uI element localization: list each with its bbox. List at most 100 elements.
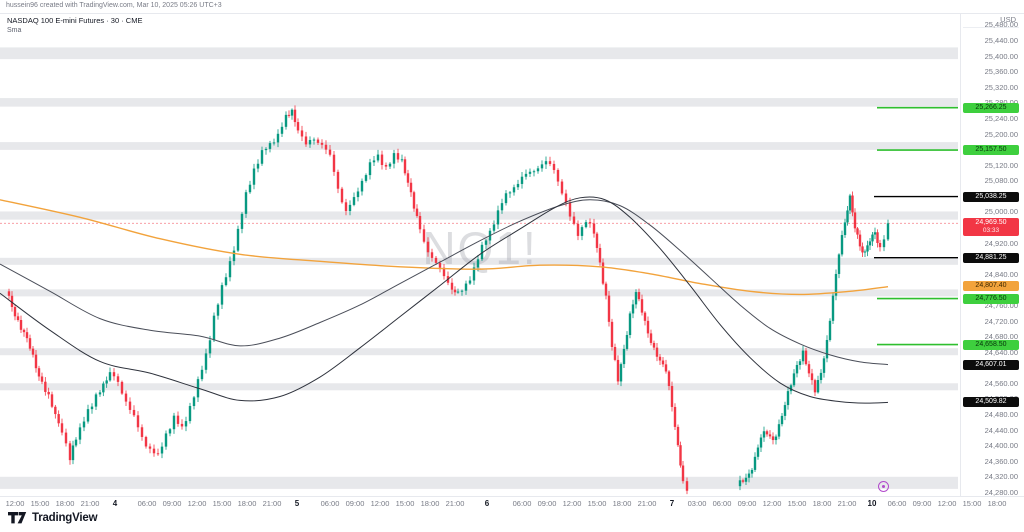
candle-up: [789, 385, 793, 392]
time-tick: 12:00: [5, 499, 25, 508]
candle-up: [795, 364, 799, 374]
candle-down: [576, 223, 580, 236]
zone-band[interactable]: [0, 289, 958, 297]
candle-down: [616, 359, 620, 382]
candle-down: [426, 241, 430, 253]
candle-up: [516, 183, 520, 188]
level-price-tag[interactable]: 24,776.50: [963, 293, 1019, 304]
candle-down: [304, 136, 308, 145]
candle-down: [47, 391, 50, 395]
candle-down: [328, 149, 332, 155]
tradingview-logo[interactable]: TradingView: [8, 512, 98, 524]
candle-down: [44, 381, 47, 392]
level-price-tag[interactable]: 24,658.50: [963, 339, 1019, 350]
candle-down: [858, 234, 862, 247]
ma-value-tag[interactable]: 24,807.40: [963, 281, 1019, 292]
candle-down: [595, 233, 599, 248]
time-tick: 18:00: [987, 499, 1007, 508]
chart-legend[interactable]: NASDAQ 100 E-mini Futures · 30 · CME Sma: [7, 16, 142, 35]
zone-band[interactable]: [0, 211, 958, 220]
candle-down: [396, 153, 400, 160]
level-price-tag[interactable]: 25,266.25: [963, 102, 1019, 113]
candle-down: [652, 342, 656, 348]
candle-up: [368, 162, 372, 176]
candle-up: [622, 348, 626, 365]
bar-countdown: 03:33: [982, 227, 1000, 235]
candle-down: [560, 181, 564, 194]
ma-value-tag[interactable]: 24,607.01: [963, 359, 1019, 370]
candle-down: [450, 282, 454, 290]
candle-down: [681, 465, 685, 482]
candle-down: [804, 350, 808, 365]
candle-up: [172, 415, 176, 430]
candle-up: [352, 197, 356, 205]
price-tick: 25,320.00: [984, 82, 1018, 92]
candle-down: [28, 338, 32, 349]
calendar-event-icon[interactable]: [878, 481, 889, 492]
candle-down: [300, 130, 304, 137]
candle-down: [156, 453, 160, 455]
zone-band[interactable]: [0, 476, 958, 489]
candle-down: [40, 376, 44, 382]
zone-band[interactable]: [0, 47, 958, 60]
candle-up: [236, 228, 240, 251]
candle-up: [540, 164, 544, 169]
legend-indicator-sma[interactable]: Sma: [7, 27, 22, 34]
candle-up: [756, 447, 760, 457]
candle-down: [412, 192, 416, 209]
candle-up: [290, 109, 294, 116]
candle-up: [208, 340, 212, 354]
candle-down: [136, 415, 140, 428]
price-tick: 25,080.00: [984, 176, 1018, 186]
sma-mid-dark[interactable]: [0, 199, 889, 366]
candle-up: [224, 277, 228, 286]
level-price-tag[interactable]: 24,881.25: [963, 252, 1019, 263]
level-price-tag[interactable]: 25,038.25: [963, 191, 1019, 202]
candle-up: [834, 273, 838, 296]
time-tick: 15:00: [787, 499, 807, 508]
candle-up: [400, 159, 404, 161]
candle-down: [856, 228, 859, 235]
candle-up: [376, 154, 380, 161]
zone-band[interactable]: [0, 348, 958, 356]
candle-up: [200, 369, 204, 380]
candle-up: [831, 295, 835, 321]
ma-value-tag[interactable]: 24,509.82: [963, 397, 1019, 408]
candle-down: [768, 434, 772, 437]
candle-down: [31, 348, 35, 355]
candle-up: [750, 469, 754, 474]
candle-up: [105, 380, 108, 384]
time-tick: 15:00: [30, 499, 50, 508]
legend-symbol-title[interactable]: NASDAQ 100 E-mini Futures · 30 · CME: [7, 16, 143, 25]
level-price-tag[interactable]: 25,157.50: [963, 145, 1019, 156]
candle-down: [60, 423, 64, 433]
candle-up: [388, 163, 392, 167]
last-price-tag[interactable]: 24,969.50 03:33: [963, 218, 1019, 237]
candle-down: [853, 212, 857, 229]
candle-down: [57, 414, 60, 424]
candle-down: [320, 142, 324, 145]
candle-down: [640, 299, 644, 313]
candle-down: [68, 443, 72, 461]
candle-up: [520, 176, 524, 184]
zone-band[interactable]: [0, 383, 958, 391]
zone-band[interactable]: [0, 98, 958, 107]
candle-down: [861, 246, 864, 253]
candle-up: [460, 290, 464, 292]
candle-up: [777, 424, 781, 437]
time-tick: 18:00: [612, 499, 632, 508]
candle-up: [738, 480, 742, 487]
sma-fast-dark[interactable]: [0, 196, 889, 404]
time-tick: 15:00: [212, 499, 232, 508]
zone-band[interactable]: [0, 142, 958, 150]
candle-down: [10, 295, 14, 307]
candle-up: [228, 261, 232, 278]
candle-down: [438, 262, 442, 268]
candle-down: [643, 312, 647, 321]
candle-down: [140, 427, 144, 437]
sma-slow-orange[interactable]: [0, 199, 889, 296]
candle-up: [747, 473, 751, 478]
candle-up: [819, 372, 823, 381]
candle-down: [340, 188, 344, 203]
